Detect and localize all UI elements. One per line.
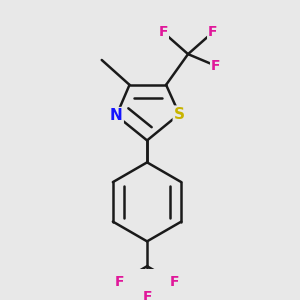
Text: S: S xyxy=(174,106,185,122)
Text: F: F xyxy=(211,59,220,73)
Text: N: N xyxy=(110,108,123,123)
Text: F: F xyxy=(208,25,218,39)
Text: F: F xyxy=(170,275,180,289)
Text: F: F xyxy=(158,25,168,39)
Text: F: F xyxy=(142,290,152,300)
Text: F: F xyxy=(115,275,124,289)
